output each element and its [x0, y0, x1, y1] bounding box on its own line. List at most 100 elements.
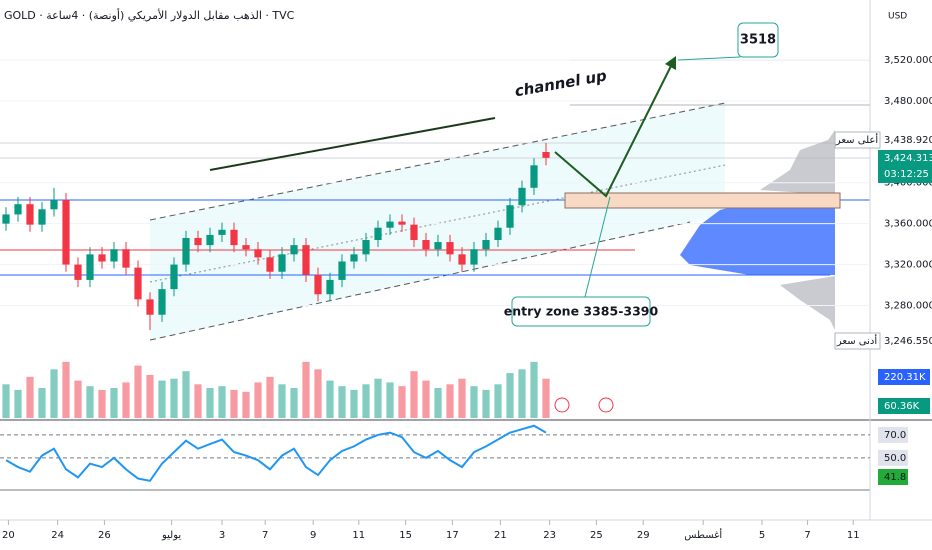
- volume-bar: [50, 369, 58, 418]
- volume-profile: [760, 130, 835, 195]
- candle-body: [398, 221, 406, 225]
- candle-body: [410, 224, 418, 241]
- candle-body: [458, 254, 466, 265]
- volume-bar: [386, 382, 394, 418]
- high-value: 3,438.920: [884, 135, 932, 146]
- candle-body: [266, 257, 274, 272]
- arrow-head: [665, 56, 676, 70]
- x-tick-label: 25: [590, 530, 603, 541]
- candle-body: [326, 279, 334, 295]
- candle-body: [338, 261, 346, 280]
- rsi-tick-label: 50.0: [884, 453, 906, 464]
- y-tick-label: 3,280.000: [884, 301, 932, 312]
- volume-bar: [266, 376, 274, 418]
- candle-body: [314, 274, 322, 295]
- x-tick-label: 7: [262, 530, 268, 541]
- volume-bar: [206, 388, 214, 418]
- volume-bar: [290, 388, 298, 418]
- channel-upper: [149, 102, 726, 221]
- label-box: [878, 369, 930, 385]
- volume-bar: [542, 378, 550, 418]
- candle-body: [38, 209, 46, 225]
- x-tick-label: 26: [98, 530, 111, 541]
- volume-bar: [62, 361, 70, 418]
- chart-title: GOLD · الذهب مقابل الدولار الأمريكي (أون…: [4, 8, 295, 22]
- volume-bar: [242, 391, 250, 418]
- volume-bar: [410, 371, 418, 418]
- last-price-box: [878, 150, 932, 183]
- x-tick-label: 15: [399, 530, 412, 541]
- x-tick-label: يوليو: [161, 530, 181, 541]
- candle-body: [182, 237, 190, 265]
- volume-bar: [134, 365, 142, 418]
- candle-body: [86, 254, 94, 280]
- y-tick-label: 3,360.000: [884, 219, 932, 230]
- x-tick-label: 21: [494, 530, 507, 541]
- candle-body: [530, 165, 538, 188]
- label-box: [834, 131, 881, 149]
- volume-label: 60.36K: [884, 401, 920, 412]
- volume-bar: [98, 389, 106, 418]
- volume-bar: [230, 389, 238, 418]
- candle-body: [422, 240, 430, 250]
- volume-bar: [446, 384, 454, 418]
- trend-label: channel up: [513, 66, 608, 100]
- y-tick-label: 3,480.000: [884, 96, 932, 107]
- volume-bar: [2, 384, 10, 418]
- volume-bar: [110, 388, 118, 418]
- label-box: [878, 426, 908, 443]
- label-box: [878, 469, 908, 485]
- low-name: أدنى سعر: [836, 334, 877, 347]
- label-box: [878, 449, 908, 466]
- volume-bar: [506, 373, 514, 418]
- candle-body: [146, 299, 154, 315]
- candle-body: [482, 240, 490, 250]
- volume-bar: [74, 380, 82, 418]
- y-tick-label: 3,400.000: [884, 178, 932, 189]
- channel-lower: [149, 221, 691, 341]
- rsi-label: 41.8: [884, 472, 906, 483]
- marks: [0, 59, 870, 525]
- label-box: [834, 332, 881, 350]
- candle-body: [434, 242, 442, 250]
- candle-body: [98, 254, 106, 262]
- axis-boxes: أعلى سعر 3,438.920 3,424.313 03:12:25 أد…: [834, 131, 932, 485]
- x-tick-label: أغسطس: [684, 528, 722, 541]
- candle-body: [278, 254, 286, 272]
- volume-bar: [170, 378, 178, 418]
- volume-bar: [314, 369, 322, 418]
- event-icon: [554, 397, 570, 413]
- x-tick-label: 5: [759, 530, 765, 541]
- candle-body: [494, 227, 502, 241]
- x-tick-label: 7: [804, 530, 810, 541]
- candle-body: [290, 245, 298, 255]
- y-tick-label: 3,320.000: [884, 260, 932, 271]
- callout-line: [677, 56, 741, 61]
- entry-zone: [564, 192, 841, 209]
- currency: USD: [888, 12, 907, 22]
- countdown: 03:12:25: [884, 169, 929, 180]
- volume-bar: [86, 386, 94, 418]
- callout-box: [511, 296, 651, 327]
- candle-body: [470, 249, 478, 265]
- volume-bar: [26, 376, 34, 418]
- candle-body: [350, 254, 358, 262]
- candle-body: [110, 249, 118, 262]
- candle-body: [518, 187, 526, 206]
- candle-body: [158, 289, 166, 315]
- volume-bar: [326, 380, 334, 418]
- candle-body: [506, 205, 514, 228]
- x-tick-label: 11: [847, 530, 860, 541]
- candle-body: [374, 227, 382, 241]
- candle-body: [206, 234, 214, 246]
- candle-body: [74, 264, 82, 280]
- candle-body: [254, 249, 262, 258]
- target-label: 3518: [740, 33, 776, 48]
- candle-body: [542, 151, 550, 158]
- volume-profile: [680, 197, 835, 275]
- candle-body: [26, 204, 34, 225]
- candle-body: [242, 245, 250, 250]
- event-icon: [598, 397, 614, 413]
- x-tick-label: 11: [352, 530, 365, 541]
- candle-body: [62, 200, 70, 265]
